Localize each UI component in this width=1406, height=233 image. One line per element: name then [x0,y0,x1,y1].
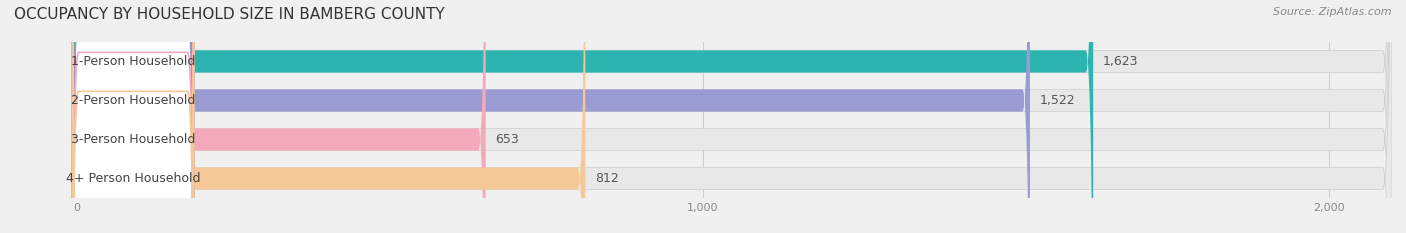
Text: Source: ZipAtlas.com: Source: ZipAtlas.com [1274,7,1392,17]
FancyBboxPatch shape [72,0,194,233]
Text: 653: 653 [495,133,519,146]
Text: 2-Person Household: 2-Person Household [70,94,195,107]
Text: 4+ Person Household: 4+ Person Household [66,172,200,185]
FancyBboxPatch shape [72,0,194,233]
Text: 1,623: 1,623 [1102,55,1137,68]
FancyBboxPatch shape [72,0,194,233]
FancyBboxPatch shape [72,0,194,233]
Text: 1,522: 1,522 [1039,94,1076,107]
Text: 1-Person Household: 1-Person Household [70,55,195,68]
Text: 3-Person Household: 3-Person Household [70,133,195,146]
FancyBboxPatch shape [77,0,1392,233]
Text: OCCUPANCY BY HOUSEHOLD SIZE IN BAMBERG COUNTY: OCCUPANCY BY HOUSEHOLD SIZE IN BAMBERG C… [14,7,444,22]
FancyBboxPatch shape [77,0,585,233]
FancyBboxPatch shape [77,0,1392,233]
FancyBboxPatch shape [77,0,1031,233]
Text: 812: 812 [595,172,619,185]
FancyBboxPatch shape [77,0,1094,233]
FancyBboxPatch shape [77,0,1392,233]
FancyBboxPatch shape [77,0,485,233]
FancyBboxPatch shape [77,0,1392,233]
